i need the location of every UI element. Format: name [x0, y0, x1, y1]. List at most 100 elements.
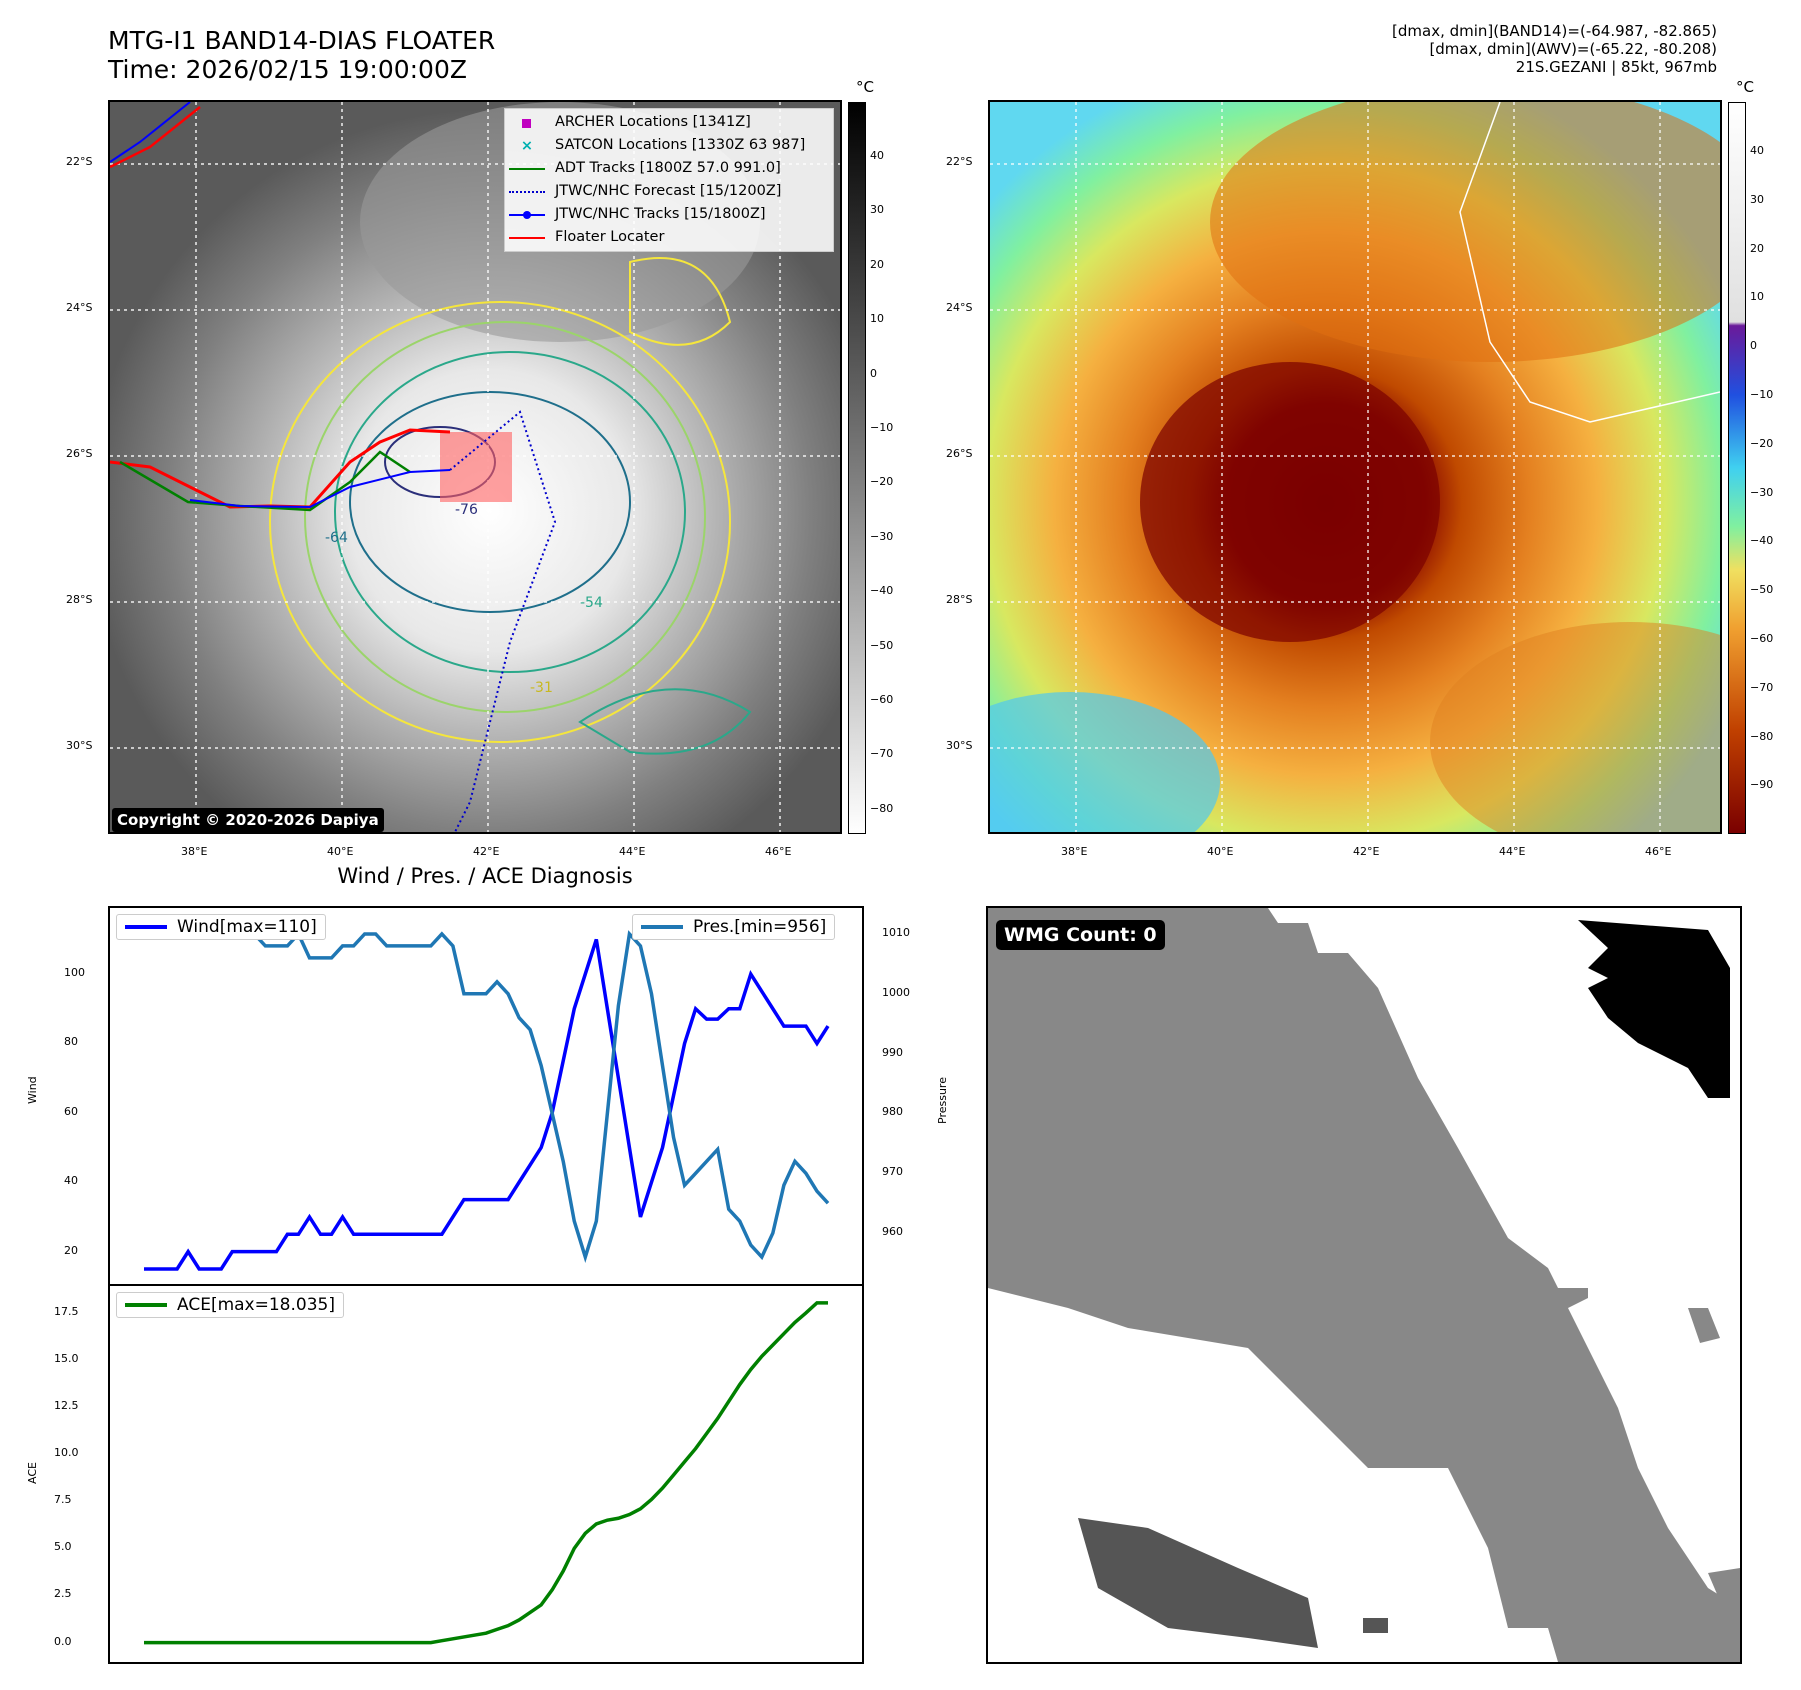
wind-axis-label: Wind	[26, 1076, 39, 1104]
pres-tick: 970	[882, 1165, 903, 1179]
legend-label: ADT Tracks [1800Z 57.0 991.0]	[555, 160, 781, 176]
pres-tick: 1010	[882, 925, 910, 939]
ir-colorbar-tick: 40	[870, 149, 884, 162]
ace-axis-label: ACE	[26, 1462, 39, 1484]
pres-series-line	[144, 920, 830, 1263]
lon-tick: 40°E	[1207, 845, 1234, 858]
pres-tick: 980	[882, 1105, 903, 1119]
wind-tick: 100	[64, 966, 85, 980]
copyright-badge: Copyright © 2020-2026 Dapiya	[112, 808, 384, 832]
lat-tick: 22°S	[66, 155, 93, 168]
wind-series-line	[144, 938, 830, 1271]
wmg-count-badge: WMG Count: 0	[996, 920, 1165, 950]
wv-colorbar-tick: −50	[1750, 583, 1774, 597]
ir-colorbar-tick: −60	[870, 693, 894, 706]
title-line-2: Time: 2026/02/15 19:00:00Z	[108, 55, 467, 84]
lat-tick: 28°S	[946, 593, 973, 606]
wind-tick: 60	[64, 1104, 78, 1118]
ir-colorbar-unit: °C	[856, 78, 874, 96]
wv-map-panel	[988, 100, 1722, 834]
lat-tick: 26°S	[946, 447, 973, 460]
pres-tick: 990	[882, 1045, 903, 1059]
stats-line-3: 21S.GEZANI | 85kt, 967mb	[1515, 58, 1717, 76]
wv-colorbar-tick: −70	[1750, 680, 1774, 694]
legend-label: ARCHER Locations [1341Z]	[555, 114, 751, 130]
line-dot-icon	[509, 208, 545, 222]
ir-colorbar-tick: 10	[870, 312, 884, 326]
lon-tick: 46°E	[765, 845, 792, 858]
line-icon	[509, 231, 545, 245]
wv-colorbar-tick: 10	[1750, 290, 1764, 304]
ace-tick: 7.5	[54, 1493, 72, 1507]
wv-colorbar-unit: °C	[1736, 78, 1754, 96]
dotted-line-icon	[509, 185, 545, 199]
pres-line-icon	[641, 925, 683, 929]
ir-colorbar-tick: −10	[870, 421, 894, 434]
wv-colorbar-tick: 30	[1750, 192, 1764, 206]
lat-tick: 22°S	[946, 155, 973, 168]
wind-legend-label: Wind[max=110]	[177, 917, 317, 937]
ir-colorbar-tick: −30	[870, 529, 894, 543]
ir-colorbar-tick: 0	[870, 366, 877, 380]
wind-line-icon	[125, 925, 167, 929]
wind-pres-plot	[144, 920, 830, 1271]
wv-colorbar-tick: −80	[1750, 729, 1774, 743]
wmg-panel	[986, 906, 1742, 1664]
ace-tick: 12.5	[54, 1399, 79, 1413]
legend-item: JTWC/NHC Tracks [15/1800Z]	[509, 203, 829, 226]
wv-colorbar-tick: 20	[1750, 241, 1764, 255]
wv-colorbar-tick: −40	[1750, 534, 1774, 548]
wind-tick: 40	[64, 1174, 78, 1188]
wind-pres-chart	[108, 906, 864, 1285]
lon-tick: 38°E	[181, 845, 208, 858]
ace-legend-label: ACE[max=18.035]	[177, 1295, 335, 1315]
ir-colorbar-tick: −50	[870, 638, 894, 652]
lon-tick: 38°E	[1061, 845, 1088, 858]
lon-tick: 44°E	[619, 845, 646, 858]
lon-tick: 42°E	[1353, 845, 1380, 858]
line-icon	[509, 162, 545, 176]
ace-tick: 17.5	[54, 1304, 79, 1318]
ace-tick: 15.0	[54, 1352, 79, 1366]
marker-x-icon: ×	[520, 137, 534, 154]
lon-tick: 40°E	[327, 845, 354, 858]
lon-tick: 42°E	[473, 845, 500, 858]
legend-label: Floater Locater	[555, 229, 665, 245]
ir-colorbar-tick: −20	[870, 475, 894, 489]
stats-line-1: [dmax, dmin](BAND14)=(-64.987, -82.865)	[1392, 22, 1717, 40]
ir-colorbar-tick: −70	[870, 747, 894, 761]
wv-map-image	[990, 102, 1720, 832]
wind-tick: 20	[64, 1243, 78, 1257]
legend-item: × SATCON Locations [1330Z 63 987]	[509, 134, 829, 157]
lat-tick: 24°S	[66, 301, 93, 314]
title-line-1: MTG-I1 BAND14-DIAS FLOATER	[108, 26, 496, 55]
legend-item: ADT Tracks [1800Z 57.0 991.0]	[509, 157, 829, 180]
contour-label: -54	[580, 595, 603, 611]
lat-tick: 28°S	[66, 593, 93, 606]
stats-line-2: [dmax, dmin](AWV)=(-65.22, -80.208)	[1429, 40, 1717, 58]
pres-axis-label: Pressure	[936, 1077, 949, 1124]
ace-tick: 0.0	[54, 1634, 72, 1648]
wind-legend: Wind[max=110]	[116, 914, 326, 940]
wv-colorbar-tick: 40	[1750, 144, 1764, 157]
ir-colorbar	[848, 102, 866, 834]
diagnosis-title: Wind / Pres. / ACE Diagnosis	[337, 864, 633, 888]
legend-item: JTWC/NHC Forecast [15/1200Z]	[509, 180, 829, 203]
map-legend: ARCHER Locations [1341Z] × SATCON Locatio…	[504, 108, 834, 252]
figure-title: MTG-I1 BAND14-DIAS FLOATER Time: 2026/02…	[108, 26, 495, 84]
ace-tick: 10.0	[54, 1446, 79, 1460]
legend-label: JTWC/NHC Tracks [15/1800Z]	[555, 206, 766, 222]
lat-tick: 24°S	[946, 301, 973, 314]
lat-tick: 30°S	[66, 739, 93, 752]
lon-tick: 46°E	[1645, 845, 1672, 858]
wv-colorbar-tick: −30	[1750, 485, 1774, 499]
ir-colorbar-tick: 20	[870, 257, 884, 271]
ace-chart	[108, 1284, 864, 1664]
wv-colorbar-tick: −20	[1750, 436, 1774, 450]
ace-tick: 5.0	[54, 1540, 72, 1554]
ace-plot	[144, 1301, 828, 1645]
pres-tick: 960	[882, 1225, 903, 1239]
legend-item: Floater Locater	[509, 226, 829, 249]
wmg-image	[988, 908, 1740, 1662]
legend-item: ARCHER Locations [1341Z]	[509, 111, 829, 134]
